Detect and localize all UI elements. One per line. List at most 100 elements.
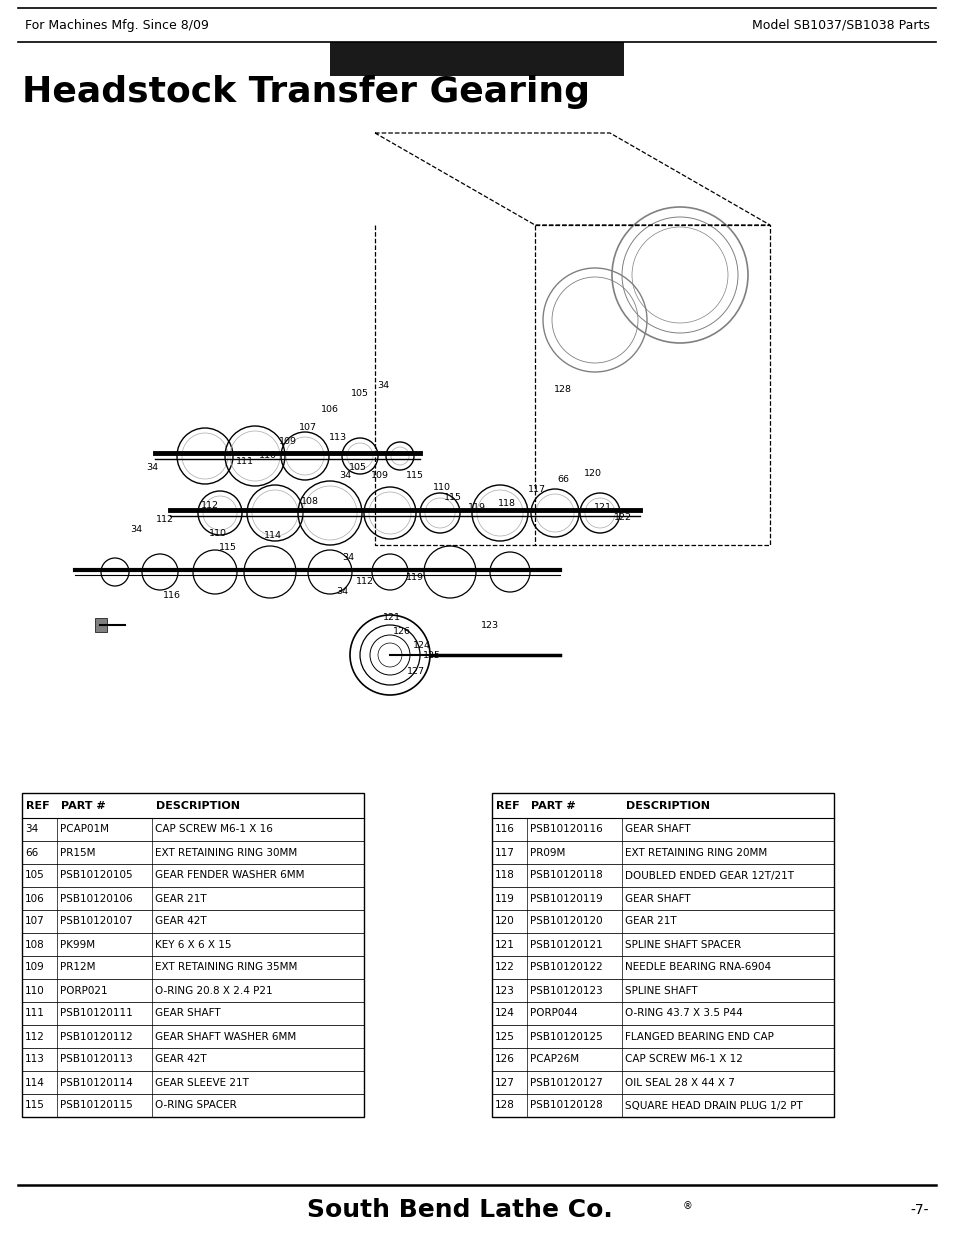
Text: O-RING 43.7 X 3.5 P44: O-RING 43.7 X 3.5 P44	[624, 1009, 742, 1019]
Bar	[492, 793, 833, 1116]
Text: 121: 121	[495, 940, 515, 950]
Bar	[492, 818, 833, 841]
Bar	[22, 841, 364, 864]
Text: PSB10120121: PSB10120121	[530, 940, 602, 950]
Bar	[22, 910, 364, 932]
Text: EXT RETAINING RING 30MM: EXT RETAINING RING 30MM	[154, 847, 297, 857]
Text: SQUARE HEAD DRAIN PLUG 1/2 PT: SQUARE HEAD DRAIN PLUG 1/2 PT	[624, 1100, 801, 1110]
Text: 118: 118	[497, 499, 516, 508]
Text: -7-: -7-	[910, 1203, 928, 1216]
Text: PR12M: PR12M	[60, 962, 95, 972]
Text: 109: 109	[371, 472, 389, 480]
Bar	[492, 1049, 833, 1071]
Text: 114: 114	[25, 1077, 45, 1088]
Text: SPLINE SHAFT: SPLINE SHAFT	[624, 986, 697, 995]
Text: GEAR SHAFT: GEAR SHAFT	[154, 1009, 220, 1019]
Text: 115: 115	[219, 543, 236, 552]
Text: PSB10120115: PSB10120115	[60, 1100, 132, 1110]
Text: NEEDLE BEARING RNA-6904: NEEDLE BEARING RNA-6904	[624, 962, 770, 972]
Text: 34: 34	[338, 471, 351, 479]
Text: GEAR SHAFT: GEAR SHAFT	[624, 893, 690, 904]
Text: 126: 126	[495, 1055, 515, 1065]
Bar	[492, 887, 833, 910]
Text: PSB10120113: PSB10120113	[60, 1055, 132, 1065]
Bar	[330, 42, 623, 77]
Text: PSB10120127: PSB10120127	[530, 1077, 602, 1088]
Text: PSB10120128: PSB10120128	[530, 1100, 602, 1110]
Text: PSB10120123: PSB10120123	[530, 986, 602, 995]
Bar	[492, 1002, 833, 1025]
Text: PSB10120119: PSB10120119	[530, 893, 602, 904]
Bar	[492, 864, 833, 887]
Text: PR15M: PR15M	[60, 847, 95, 857]
Bar	[492, 956, 833, 979]
Text: PR09M: PR09M	[530, 847, 565, 857]
Text: South Bend Lathe Co.: South Bend Lathe Co.	[307, 1198, 612, 1221]
Text: PSB10120114: PSB10120114	[60, 1077, 132, 1088]
Text: 112: 112	[156, 515, 173, 525]
Text: DESCRIPTION: DESCRIPTION	[625, 802, 709, 811]
Text: 115: 115	[406, 472, 423, 480]
Text: PART #: PART #	[531, 802, 576, 811]
Text: 128: 128	[554, 384, 572, 394]
Text: 123: 123	[480, 620, 498, 630]
Text: 125: 125	[495, 1031, 515, 1041]
Text: 108: 108	[301, 498, 318, 506]
Text: ®: ®	[682, 1200, 692, 1212]
Text: 126: 126	[393, 627, 411, 636]
Text: 124: 124	[413, 641, 431, 650]
Text: 116: 116	[163, 592, 181, 600]
Bar	[492, 979, 833, 1002]
Text: CAP SCREW M6-1 X 12: CAP SCREW M6-1 X 12	[624, 1055, 742, 1065]
Text: 109: 109	[25, 962, 45, 972]
Text: PSB10120120: PSB10120120	[530, 916, 602, 926]
Text: GEAR 21T: GEAR 21T	[154, 893, 207, 904]
Bar	[22, 1071, 364, 1094]
Text: GEAR 21T: GEAR 21T	[624, 916, 676, 926]
Text: 107: 107	[298, 422, 316, 431]
Text: For Machines Mfg. Since 8/09: For Machines Mfg. Since 8/09	[25, 19, 209, 32]
Bar	[22, 887, 364, 910]
Bar	[492, 1025, 833, 1049]
Text: 34: 34	[130, 526, 142, 535]
Bar	[492, 910, 833, 932]
Text: 107: 107	[25, 916, 45, 926]
Text: EXT RETAINING RING 20MM: EXT RETAINING RING 20MM	[624, 847, 766, 857]
Text: 34: 34	[146, 463, 158, 473]
Text: DESCRIPTION: DESCRIPTION	[156, 802, 240, 811]
Text: GEAR FENDER WASHER 6MM: GEAR FENDER WASHER 6MM	[154, 871, 304, 881]
Text: 34: 34	[25, 825, 38, 835]
Text: 128: 128	[495, 1100, 515, 1110]
Text: 105: 105	[349, 463, 367, 473]
Text: 127: 127	[407, 667, 424, 677]
Text: GEAR 42T: GEAR 42T	[154, 916, 207, 926]
Text: 110: 110	[258, 451, 276, 459]
Text: EXT RETAINING RING 35MM: EXT RETAINING RING 35MM	[154, 962, 297, 972]
Text: PK99M: PK99M	[60, 940, 95, 950]
Text: 110: 110	[25, 986, 45, 995]
Text: 115: 115	[25, 1100, 45, 1110]
Text: Model SB1037/SB1038 Parts: Model SB1037/SB1038 Parts	[751, 19, 929, 32]
Text: PSB10120107: PSB10120107	[60, 916, 132, 926]
Text: 117: 117	[495, 847, 515, 857]
Text: 117: 117	[527, 484, 545, 494]
Text: 122: 122	[495, 962, 515, 972]
Text: O-RING 20.8 X 2.4 P21: O-RING 20.8 X 2.4 P21	[154, 986, 273, 995]
Text: 111: 111	[25, 1009, 45, 1019]
Text: DOUBLED ENDED GEAR 12T/21T: DOUBLED ENDED GEAR 12T/21T	[624, 871, 793, 881]
Text: OIL SEAL 28 X 44 X 7: OIL SEAL 28 X 44 X 7	[624, 1077, 734, 1088]
Text: 105: 105	[351, 389, 369, 398]
Text: 120: 120	[583, 468, 601, 478]
Text: GEAR 42T: GEAR 42T	[154, 1055, 207, 1065]
Text: PSB10120106: PSB10120106	[60, 893, 132, 904]
Bar	[22, 956, 364, 979]
Text: GEAR SHAFT: GEAR SHAFT	[624, 825, 690, 835]
Text: FLANGED BEARING END CAP: FLANGED BEARING END CAP	[624, 1031, 773, 1041]
Bar	[492, 1094, 833, 1116]
Text: PART #: PART #	[61, 802, 106, 811]
Text: PCAP26M: PCAP26M	[530, 1055, 578, 1065]
Bar	[22, 864, 364, 887]
Bar	[492, 932, 833, 956]
Bar	[22, 979, 364, 1002]
Bar	[22, 1049, 364, 1071]
